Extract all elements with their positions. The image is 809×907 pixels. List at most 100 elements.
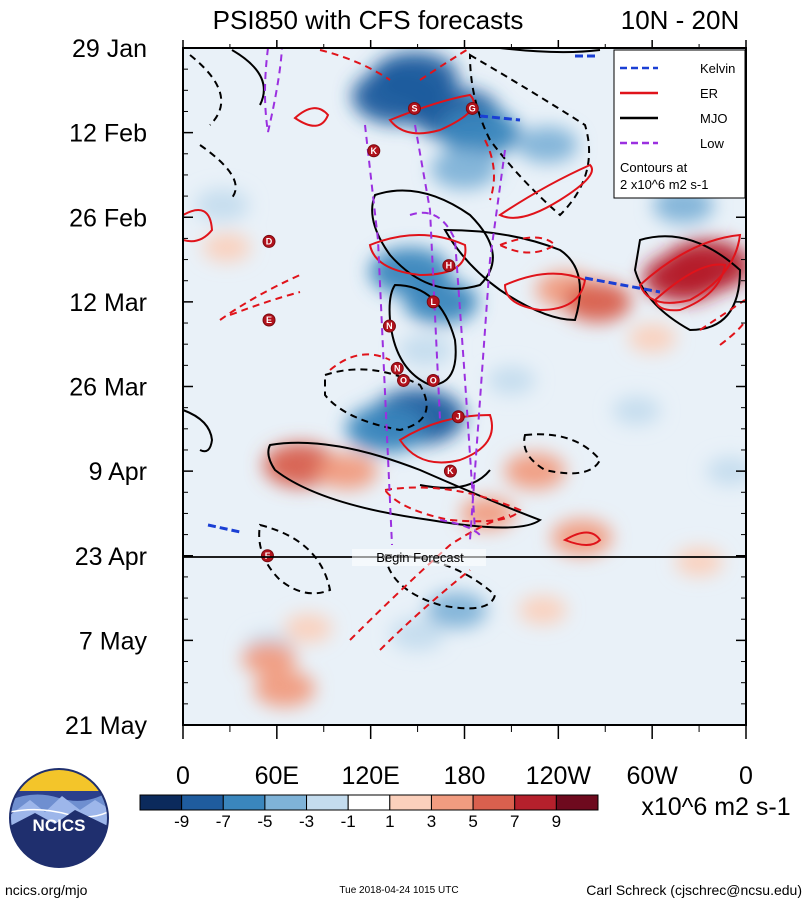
y-tick-label-8: 21 May xyxy=(65,712,147,740)
storm-marker-h-4: H xyxy=(442,259,456,273)
anomaly-blob-6 xyxy=(194,188,250,222)
x-tick-label-5: 60W xyxy=(626,762,678,790)
colorbar-swatch-5 xyxy=(347,794,391,811)
y-tick-label-6: 23 Apr xyxy=(75,543,147,571)
colorbar-swatch-4 xyxy=(306,794,349,811)
svg-text:L: L xyxy=(430,297,436,307)
anomaly-field xyxy=(194,52,746,708)
svg-text:E: E xyxy=(266,315,272,325)
colorbar-label-1: -7 xyxy=(216,812,231,831)
x-tick-label-4: 120W xyxy=(526,762,592,790)
colorbar-units: x10^6 m2 s-1 xyxy=(641,793,790,821)
storm-marker-s-0: S xyxy=(407,101,421,115)
svg-text:N: N xyxy=(394,363,401,373)
colorbar-swatch-0 xyxy=(139,794,183,811)
y-axis: 29 Jan 12 Feb 26 Feb 12 Mar 26 Mar 9 Apr 23 Ap… xyxy=(65,35,746,740)
legend-item-er: ER xyxy=(620,86,718,101)
svg-text:G: G xyxy=(469,103,476,113)
footer-right: Carl Schreck (cjschrec@ncsu.edu) xyxy=(586,882,802,898)
storm-marker-o-9: O xyxy=(397,373,411,387)
storm-marker-d-3: D xyxy=(262,234,276,248)
anomaly-blob-18 xyxy=(612,396,661,426)
svg-text:S: S xyxy=(411,103,417,113)
svg-text:ER: ER xyxy=(700,86,718,101)
colorbar-label-8: 7 xyxy=(510,812,519,831)
y-tick-label-1: 12 Feb xyxy=(69,120,147,148)
colorbar-label-7: 5 xyxy=(468,812,477,831)
anomaly-blob-35 xyxy=(675,547,724,577)
colorbar: -9 -7 -5 -3 -1 1 3 5 7 9 xyxy=(139,794,599,831)
footer-center: Tue 2018-04-24 1015 UTC xyxy=(339,885,458,896)
x-tick-label-3: 180 xyxy=(444,762,486,790)
storm-marker-k-2: K xyxy=(367,144,381,158)
legend-item-mjo: MJO xyxy=(620,111,727,126)
ncics-logo: NCICS xyxy=(9,768,109,868)
svg-text:K: K xyxy=(447,466,454,476)
anomaly-blob-34 xyxy=(518,595,567,625)
svg-text:D: D xyxy=(266,236,273,246)
storm-marker-f-13: F xyxy=(260,549,274,563)
legend-item-low: Low xyxy=(620,136,724,151)
legend-note-line1: Contours at xyxy=(620,160,688,175)
colorbar-label-9: 9 xyxy=(552,812,561,831)
y-tick-label-0: 29 Jan xyxy=(72,35,147,63)
colorbar-swatch-10 xyxy=(555,794,599,811)
colorbar-label-3: -3 xyxy=(299,812,314,831)
anomaly-blob-5 xyxy=(516,126,578,164)
anomaly-blob-12 xyxy=(426,591,488,629)
anomaly-blob-27 xyxy=(551,519,613,556)
colorbar-swatch-9 xyxy=(514,794,557,811)
x-tick-label-2: 120E xyxy=(341,762,399,790)
anomaly-blob-28 xyxy=(241,642,297,675)
legend: Kelvin ER MJO Low Contours at 2 x10^6 m2 s-… xyxy=(613,49,746,199)
colorbar-label-6: 3 xyxy=(427,812,436,831)
colorbar-swatch-6 xyxy=(389,794,432,811)
svg-text:J: J xyxy=(456,412,461,422)
colorbar-swatch-1 xyxy=(181,794,224,811)
storm-marker-o-10: O xyxy=(426,373,440,387)
storm-marker-l-5: L xyxy=(426,295,440,309)
anomaly-blob-32 xyxy=(628,323,677,353)
storm-marker-e-6: E xyxy=(262,313,276,327)
x-axis: 0 60E 120E 180 120W 60W 0 xyxy=(176,40,753,790)
svg-text:N: N xyxy=(386,321,393,331)
y-tick-label-2: 26 Feb xyxy=(69,204,147,232)
colorbar-swatch-3 xyxy=(264,794,308,811)
legend-item-kelvin: Kelvin xyxy=(620,61,735,76)
x-tick-label-0: 0 xyxy=(176,762,190,790)
anomaly-blob-9 xyxy=(398,333,453,367)
colorbar-swatch-2 xyxy=(222,794,266,811)
footer-left: ncics.org/mjo xyxy=(5,882,88,898)
anomaly-blob-17 xyxy=(706,456,746,486)
x-tick-label-1: 60E xyxy=(255,762,299,790)
svg-text:O: O xyxy=(430,375,437,385)
colorbar-swatch-7 xyxy=(430,794,474,811)
colorbar-swatch-8 xyxy=(472,794,516,811)
anomaly-blob-4 xyxy=(430,148,499,190)
y-tick-label-4: 26 Mar xyxy=(69,374,147,402)
colorbar-label-4: -1 xyxy=(341,812,356,831)
colorbar-label-0: -9 xyxy=(174,812,189,831)
svg-text:K: K xyxy=(371,146,378,156)
anomaly-blob-26 xyxy=(504,452,566,490)
colorbar-label-2: -5 xyxy=(257,812,272,831)
y-tick-label-5: 9 Apr xyxy=(89,458,147,486)
svg-text:Low: Low xyxy=(700,136,724,151)
forecast-label: Begin Forecast xyxy=(376,550,464,565)
storm-marker-g-1: G xyxy=(465,101,479,115)
anomaly-blob-19 xyxy=(487,366,536,395)
colorbar-label-5: 1 xyxy=(385,812,394,831)
storm-marker-n-7: N xyxy=(382,319,396,333)
anomaly-blob-29 xyxy=(254,670,316,708)
storm-marker-k-12: K xyxy=(443,464,457,478)
svg-text:H: H xyxy=(446,261,453,271)
svg-text:O: O xyxy=(400,375,407,385)
chart-region: 10N - 20N xyxy=(621,5,740,35)
storm-marker-n-8: N xyxy=(390,361,404,375)
y-tick-label-7: 7 May xyxy=(79,627,148,655)
storm-marker-j-11: J xyxy=(451,410,465,424)
anomaly-blob-13 xyxy=(390,617,445,651)
svg-text:Kelvin: Kelvin xyxy=(700,61,735,76)
